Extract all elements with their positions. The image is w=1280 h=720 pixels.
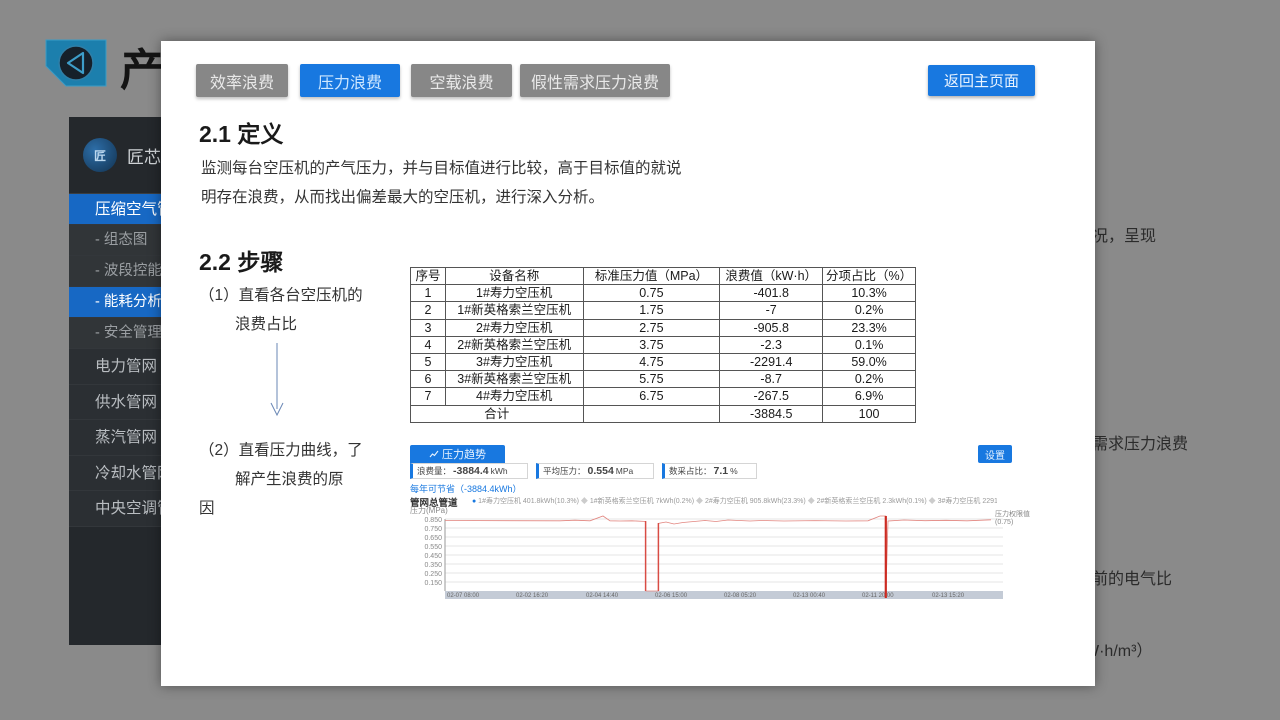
svg-text:0.150: 0.150 xyxy=(424,580,442,587)
svg-text:02-07 08:00: 02-07 08:00 xyxy=(447,593,480,599)
svg-text:(0.75): (0.75) xyxy=(995,519,1013,526)
svg-text:02-06 15:00: 02-06 15:00 xyxy=(655,593,688,599)
svg-text:0.550: 0.550 xyxy=(424,544,442,551)
svg-text:压力权限值: 压力权限值 xyxy=(995,509,1030,518)
svg-text:0.750: 0.750 xyxy=(424,526,442,533)
svg-text:02-11 20:00: 02-11 20:00 xyxy=(862,593,894,599)
svg-text:0.850: 0.850 xyxy=(424,517,442,524)
svg-text:0.350: 0.350 xyxy=(424,562,442,569)
svg-text:0.450: 0.450 xyxy=(424,553,442,560)
svg-text:02-13 00:40: 02-13 00:40 xyxy=(793,593,826,599)
svg-text:02-08 05:20: 02-08 05:20 xyxy=(724,593,757,599)
svg-text:0.650: 0.650 xyxy=(424,535,442,542)
svg-text:0.250: 0.250 xyxy=(424,571,442,578)
svg-text:压力(MPa): 压力(MPa) xyxy=(410,505,448,515)
svg-text:02-13 15:20: 02-13 15:20 xyxy=(932,593,965,599)
svg-text:02-02 16:20: 02-02 16:20 xyxy=(516,593,549,599)
svg-text:02-04 14:40: 02-04 14:40 xyxy=(586,593,619,599)
